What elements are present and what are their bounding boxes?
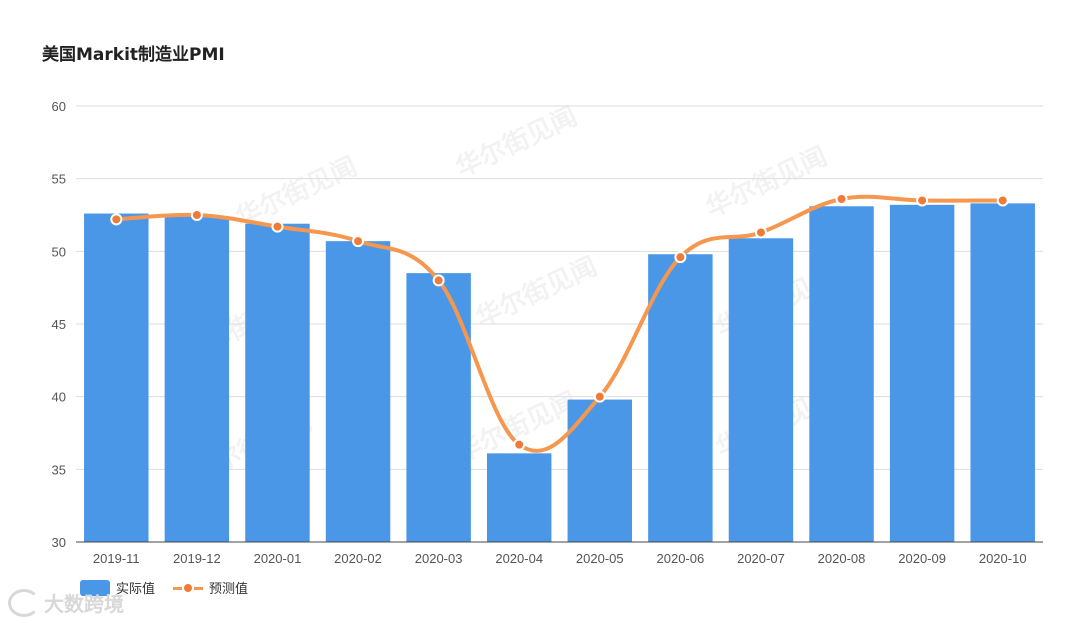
x-tick-label: 2020-09 [898, 551, 946, 566]
forecast-point-2020-07[interactable] [754, 226, 767, 239]
x-tick-label: 2020-01 [254, 551, 302, 566]
y-tick-label: 45 [52, 317, 66, 332]
forecast-point-2020-03[interactable] [432, 274, 445, 287]
forecast-point-2020-06[interactable] [674, 251, 687, 264]
x-axis-ticks: 2019-11 2019-12 2020-01 2020-02 2020-03 2020-… [76, 541, 1043, 566]
bar-2020-04[interactable] [486, 453, 552, 542]
x-tick-label: 2020-10 [979, 551, 1027, 566]
forecast-point-2020-10[interactable] [996, 194, 1009, 207]
y-tick-label: 55 [52, 172, 66, 187]
x-tick-label: 2020-04 [495, 551, 543, 566]
legend-label-forecast: 预测值 [209, 582, 249, 597]
grid-lines [76, 105, 1043, 470]
bar-2020-08[interactable] [809, 206, 874, 542]
y-axis-ticks: 30 35 40 45 50 55 60 [52, 99, 66, 550]
brand-logo-icon [8, 588, 40, 617]
forecast-point-2020-02[interactable] [352, 235, 365, 248]
y-tick-label: 60 [52, 99, 66, 114]
watermark-text: 华尔街见闻 [451, 101, 582, 184]
y-tick-label: 35 [52, 462, 66, 477]
x-tick-label: 2020-07 [737, 551, 785, 566]
forecast-point-2020-08[interactable] [835, 193, 848, 206]
bar-2020-10[interactable] [970, 203, 1035, 542]
legend-bar-swatch [80, 579, 110, 596]
y-tick-label: 40 [52, 390, 66, 405]
x-tick-label: 2020-02 [334, 551, 382, 566]
x-tick-label: 2020-08 [818, 551, 866, 566]
bar-2020-07[interactable] [728, 238, 794, 542]
legend-line-swatch [173, 580, 204, 596]
legend: 实际值 预测值 [80, 578, 248, 597]
forecast-point-2019-11[interactable] [110, 213, 123, 226]
forecast-point-2020-01[interactable] [271, 220, 284, 233]
bar-2019-11[interactable] [84, 213, 149, 542]
y-tick-label: 30 [52, 535, 66, 550]
legend-item-actual[interactable]: 实际值 [80, 578, 155, 597]
legend-label-actual: 实际值 [116, 582, 156, 597]
x-tick-label: 2019-12 [173, 551, 221, 566]
forecast-point-2019-12[interactable] [190, 209, 203, 221]
brand-watermark: 大数跨境 [8, 588, 124, 617]
forecast-point-2020-04[interactable] [513, 438, 526, 451]
chart-title: 美国Markit制造业PMI [42, 45, 225, 65]
forecast-point-2020-09[interactable] [916, 194, 929, 207]
forecast-point-2020-05[interactable] [593, 390, 606, 403]
brand-text: 大数跨境 [44, 592, 124, 616]
x-tick-label: 2020-05 [576, 551, 624, 566]
x-tick-label: 2020-06 [657, 551, 705, 566]
legend-item-forecast[interactable]: 预测值 [173, 578, 248, 597]
x-tick-label: 2019-11 [93, 551, 140, 566]
x-tick-label: 2020-03 [415, 551, 463, 566]
line-series [110, 193, 1009, 453]
y-tick-label: 50 [52, 244, 66, 259]
bar-2019-12[interactable] [164, 216, 230, 542]
watermark-text: 华尔街见闻 [471, 251, 602, 334]
bar-2020-06[interactable] [648, 254, 713, 543]
bar-series [84, 203, 1035, 543]
bar-2020-02[interactable] [325, 241, 391, 542]
bar-2020-09[interactable] [889, 204, 955, 542]
bar-2020-03[interactable] [406, 273, 471, 542]
bar-2020-01[interactable] [245, 223, 310, 542]
